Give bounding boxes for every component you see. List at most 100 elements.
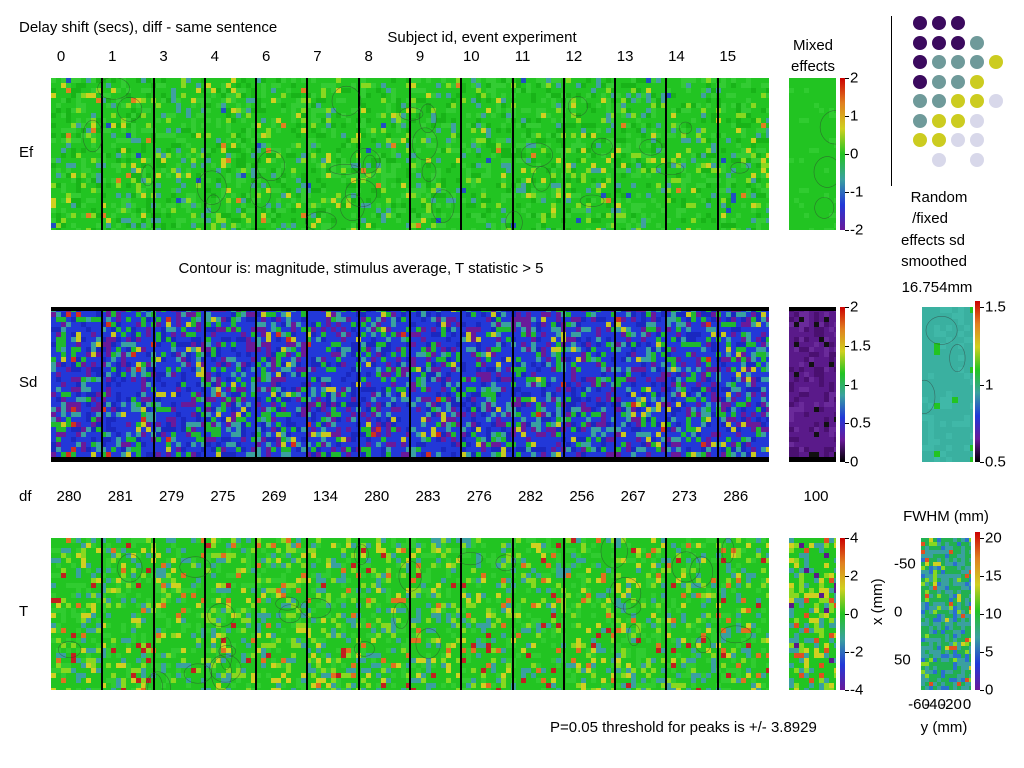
heatmap-cell bbox=[146, 88, 151, 93]
heatmap-cell bbox=[391, 158, 396, 163]
heatmap-cell bbox=[141, 387, 146, 392]
heatmap-cell bbox=[641, 327, 646, 332]
subject-divider bbox=[665, 78, 667, 230]
heatmap-cell bbox=[571, 108, 576, 113]
heatmap-cell bbox=[256, 347, 261, 352]
heatmap-cell bbox=[286, 437, 291, 442]
heatmap-cell bbox=[531, 168, 536, 173]
heatmap-cell bbox=[676, 228, 681, 233]
heatmap-cell bbox=[291, 543, 296, 548]
heatmap-cell bbox=[616, 543, 621, 548]
heatmap-cell bbox=[216, 387, 221, 392]
subject-divider bbox=[460, 307, 462, 462]
heatmap-cell bbox=[146, 208, 151, 213]
heatmap-cell bbox=[641, 128, 646, 133]
heatmap-cell bbox=[266, 397, 271, 402]
heatmap-cell bbox=[271, 447, 276, 452]
heatmap-cell bbox=[621, 377, 626, 382]
heatmap-cell bbox=[701, 312, 706, 317]
heatmap-cell bbox=[721, 397, 726, 402]
heatmap-cell bbox=[691, 158, 696, 163]
heatmap-svg bbox=[51, 534, 771, 704]
heatmap-cell bbox=[746, 543, 751, 548]
heatmap-cell bbox=[506, 357, 511, 362]
heatmap-cell bbox=[491, 442, 496, 447]
heatmap-cell bbox=[206, 412, 211, 417]
heatmap-cell bbox=[651, 327, 656, 332]
heatmap-cell bbox=[521, 78, 526, 83]
heatmap-cell bbox=[206, 427, 211, 432]
heatmap-cell bbox=[51, 218, 56, 223]
heatmap-cell bbox=[521, 417, 526, 422]
heatmap-cell bbox=[221, 367, 226, 372]
heatmap-cell bbox=[581, 548, 586, 553]
heatmap-cell bbox=[451, 548, 456, 553]
ef-heatmap-strip bbox=[51, 77, 771, 235]
heatmap-cell bbox=[246, 538, 251, 543]
heatmap-cell bbox=[91, 332, 96, 337]
heatmap-cell bbox=[416, 407, 421, 412]
heatmap-cell bbox=[71, 332, 76, 337]
heatmap-cell bbox=[431, 372, 436, 377]
heatmap-cell bbox=[446, 432, 451, 437]
heatmap-cell bbox=[231, 218, 236, 223]
heatmap-cell bbox=[81, 203, 86, 208]
heatmap-cell bbox=[486, 228, 491, 233]
contour-line bbox=[655, 162, 685, 176]
heatmap-cell bbox=[431, 133, 436, 138]
heatmap-cell bbox=[186, 342, 191, 347]
heatmap-cell bbox=[611, 83, 616, 88]
heatmap-cell bbox=[81, 168, 86, 173]
heatmap-cell bbox=[341, 178, 346, 183]
heatmap-cell bbox=[361, 387, 366, 392]
heatmap-cell bbox=[206, 337, 211, 342]
heatmap-cell bbox=[161, 168, 166, 173]
heatmap-cell bbox=[56, 158, 61, 163]
heatmap-cell bbox=[316, 98, 321, 103]
heatmap-cell bbox=[656, 223, 661, 228]
heatmap-cell bbox=[196, 88, 201, 93]
heatmap-cell bbox=[351, 168, 356, 173]
heatmap-cell bbox=[251, 178, 256, 183]
heatmap-cell bbox=[411, 138, 416, 143]
heatmap-cell bbox=[756, 223, 761, 228]
heatmap-cell bbox=[521, 422, 526, 427]
heatmap-cell bbox=[531, 447, 536, 452]
heatmap-cell bbox=[476, 178, 481, 183]
heatmap-cell bbox=[386, 337, 391, 342]
heatmap-cell bbox=[66, 553, 71, 558]
heatmap-cell bbox=[86, 118, 91, 123]
heatmap-cell bbox=[311, 322, 316, 327]
heatmap-cell bbox=[281, 397, 286, 402]
heatmap-cell bbox=[116, 407, 121, 412]
heatmap-cell bbox=[566, 548, 571, 553]
heatmap-cell bbox=[646, 98, 651, 103]
heatmap-cell bbox=[531, 543, 536, 548]
heatmap-cell bbox=[456, 367, 461, 372]
heatmap-cell bbox=[486, 407, 491, 412]
heatmap-cell bbox=[706, 402, 711, 407]
heatmap-cell bbox=[226, 337, 231, 342]
heatmap-cell bbox=[166, 437, 171, 442]
heatmap-cell bbox=[686, 392, 691, 397]
heatmap-cell bbox=[191, 118, 196, 123]
heatmap-cell bbox=[516, 317, 521, 322]
heatmap-cell bbox=[671, 382, 676, 387]
df-value: 280 bbox=[364, 488, 390, 505]
heatmap-cell bbox=[466, 377, 471, 382]
heatmap-cell bbox=[701, 108, 706, 113]
heatmap-cell bbox=[361, 203, 366, 208]
heatmap-cell bbox=[651, 548, 656, 553]
heatmap-cell bbox=[341, 158, 346, 163]
heatmap-cell bbox=[281, 362, 286, 367]
heatmap-cell bbox=[606, 377, 611, 382]
heatmap-cell bbox=[186, 108, 191, 113]
heatmap-cell bbox=[571, 387, 576, 392]
heatmap-cell bbox=[101, 407, 106, 412]
heatmap-cell bbox=[601, 193, 606, 198]
heatmap-cell bbox=[731, 168, 736, 173]
heatmap-cell bbox=[456, 188, 461, 193]
heatmap-cell bbox=[441, 437, 446, 442]
heatmap-cell bbox=[196, 322, 201, 327]
heatmap-cell bbox=[191, 397, 196, 402]
